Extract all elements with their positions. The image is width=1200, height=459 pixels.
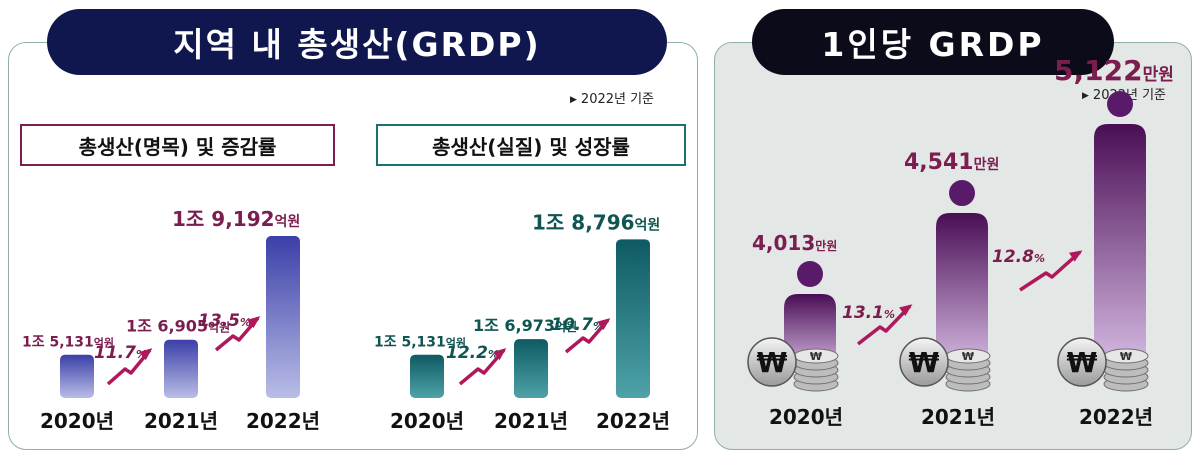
real-bar-2020년 — [410, 354, 444, 398]
real-value-label: 1조 6,973억원 — [473, 316, 577, 335]
nominal-value-label: 1조 9,192억원 — [172, 207, 300, 231]
year-label: 2020년 — [390, 409, 464, 433]
trend-line — [1019, 250, 1082, 292]
year-label: 2020년 — [769, 405, 843, 429]
won-icon: ₩ — [909, 346, 940, 379]
won-icon: ₩ — [1067, 346, 1098, 379]
person-head-icon — [797, 261, 823, 287]
nominal-bar-2021년 — [164, 339, 198, 398]
year-label: 2021년 — [494, 409, 568, 433]
trend-line — [214, 316, 260, 352]
triangle-icon: ▶ — [1082, 91, 1089, 101]
arrow-head-icon — [1069, 250, 1083, 262]
grdp-panel — [8, 42, 698, 450]
year-label: 2020년 — [40, 409, 114, 433]
nominal-value-label: 1조 5,131억원 — [22, 335, 114, 351]
big-coin-icon — [747, 337, 797, 387]
won-icon: ₩ — [1120, 350, 1132, 363]
won-icon: ₩ — [810, 350, 822, 363]
per-capita-growth-rate: 13.1% — [842, 303, 895, 323]
nominal-growth-rate: 11.7% — [94, 343, 147, 363]
arrow-head-icon — [493, 348, 507, 361]
grdp-title: 지역 내 총생산(GRDP) — [47, 9, 667, 75]
person-body-bar — [1094, 124, 1146, 372]
growth-arrow-icon — [106, 348, 153, 386]
base-note-text: 2022년 기준 — [580, 92, 655, 107]
arrow-head-icon — [247, 316, 261, 329]
year-label: 2021년 — [921, 405, 995, 429]
year-label: 2022년 — [1079, 405, 1153, 429]
real-bar-2021년 — [514, 339, 548, 398]
triangle-icon: ▶ — [570, 95, 577, 105]
big-coin-icon — [899, 337, 949, 387]
won-icon: ₩ — [757, 346, 788, 379]
real-growth-rate: 12.2% — [446, 343, 499, 363]
big-coin-icon — [1057, 337, 1107, 387]
real-subtitle: 총생산(실질) 및 성장률 — [376, 124, 686, 166]
real-bar-2022년 — [616, 239, 650, 398]
arrow-head-icon — [139, 348, 153, 361]
nominal-subtitle: 총생산(명목) 및 증감률 — [20, 124, 335, 166]
person-head-icon — [1107, 91, 1133, 117]
trend-line — [856, 304, 912, 346]
person-figure-2021년: ₩₩ — [899, 180, 991, 392]
trend-line — [458, 348, 506, 386]
per-capita-value-label: 5,122만원 — [1054, 54, 1174, 87]
growth-arrow-icon — [1019, 250, 1083, 292]
growth-arrow-icon — [214, 316, 261, 352]
nominal-value-label: 1조 6,905억원 — [126, 317, 230, 336]
per-capita-title: 1인당 GRDP — [752, 9, 1114, 75]
year-label: 2022년 — [596, 409, 670, 433]
base-note: ▶ 2022년 기준 — [570, 88, 654, 107]
person-body-bar — [936, 213, 988, 372]
trend-line — [564, 318, 610, 354]
growth-arrow-icon — [856, 304, 913, 346]
person-figure-2020년: ₩₩ — [747, 261, 839, 392]
nominal-growth-rate: 13.5% — [198, 311, 251, 331]
person-figure-2022년: ₩₩ — [1057, 91, 1149, 392]
person-head-icon — [949, 180, 975, 207]
per-capita-value-label: 4,013만원 — [752, 231, 837, 255]
per-capita-value-label: 4,541만원 — [904, 150, 999, 175]
growth-arrow-icon — [458, 348, 507, 386]
arrow-head-icon — [899, 304, 913, 316]
real-value-label: 1조 5,131억원 — [374, 335, 466, 351]
trend-line — [106, 348, 152, 386]
year-label: 2021년 — [144, 409, 218, 433]
real-value-label: 1조 8,796억원 — [532, 210, 660, 234]
year-label: 2022년 — [246, 409, 320, 433]
nominal-bar-2022년 — [266, 236, 300, 398]
per-capita-growth-rate: 12.8% — [992, 247, 1045, 267]
won-icon: ₩ — [962, 350, 974, 363]
growth-arrow-icon — [564, 318, 611, 354]
nominal-bar-2020년 — [60, 354, 94, 398]
real-growth-rate: 10.7% — [551, 315, 604, 335]
arrow-head-icon — [597, 318, 611, 331]
